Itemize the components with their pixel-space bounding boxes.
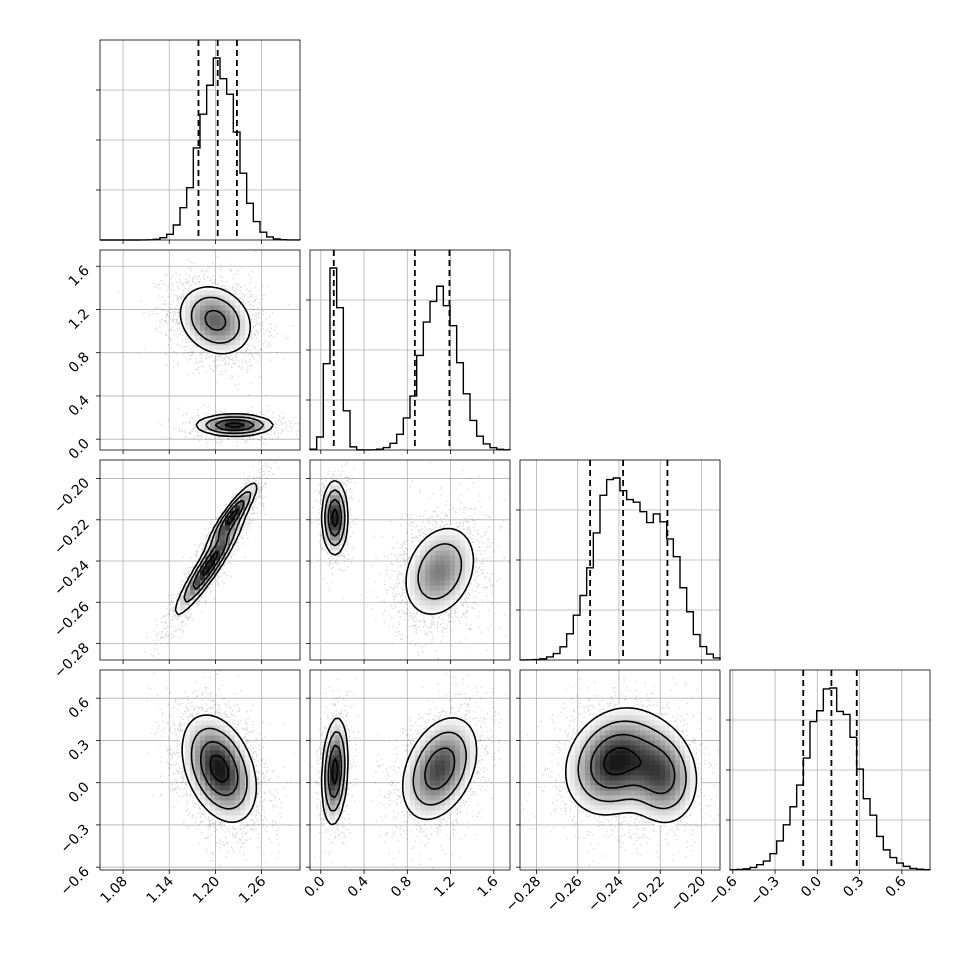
histogram-panel-1 <box>306 249 511 454</box>
y-tick-label: 0.3 <box>66 737 93 764</box>
x-tick-label: 0.3 <box>840 874 867 901</box>
y-tick-label: 0.6 <box>66 695 93 722</box>
contour-line <box>324 731 467 812</box>
x-tick-label: 1.26 <box>236 873 269 906</box>
contour-line <box>192 499 245 590</box>
contour-line <box>190 727 248 810</box>
density-cells <box>180 285 276 436</box>
x-tick-label: −0.20 <box>668 874 710 916</box>
y-tick-label: 0.8 <box>66 349 93 376</box>
scatter-panel-2-0 <box>96 459 301 664</box>
y-tick-label: 0.4 <box>66 392 93 419</box>
x-tick-label: −0.3 <box>748 874 783 909</box>
panel-frame <box>519 669 721 871</box>
panel-frame <box>309 459 511 661</box>
contour-line <box>183 491 252 603</box>
density-cells <box>320 715 481 826</box>
contour-line <box>590 733 676 795</box>
x-tick-label: 0.6 <box>883 873 910 900</box>
scatter-points <box>118 250 299 446</box>
contour-line <box>603 747 642 776</box>
y-tick-label: −0.20 <box>51 475 93 517</box>
density-cells <box>565 705 701 826</box>
x-tick-label: −0.28 <box>503 874 545 916</box>
scatter-panel-3-1 <box>306 669 511 874</box>
density-cells <box>180 715 256 826</box>
x-tick-label: 1.2 <box>431 874 458 901</box>
x-tick-label: 0.4 <box>345 873 372 900</box>
contour-line <box>201 508 239 577</box>
contour-line <box>320 717 478 826</box>
scatter-points <box>146 670 295 870</box>
y-tick-label: −0.22 <box>51 516 93 558</box>
contour-line <box>174 482 258 616</box>
histogram-steps <box>519 477 721 661</box>
contour-line <box>200 740 239 797</box>
panel-frame <box>99 669 301 871</box>
x-tick-label: 1.6 <box>475 873 502 900</box>
contour-line <box>209 754 230 783</box>
panel-frame <box>99 249 301 451</box>
y-tick-label: −0.26 <box>51 599 93 641</box>
x-tick-label: 0.0 <box>302 874 329 901</box>
contour-line <box>324 489 463 600</box>
y-tick-label: 0.0 <box>66 779 93 806</box>
y-tick-label: −0.3 <box>57 821 92 856</box>
y-tick-label: 1.2 <box>66 306 93 333</box>
y-tick-label: −0.6 <box>57 864 92 899</box>
scatter-panel-2-1 <box>306 459 511 664</box>
contour-line <box>331 508 339 528</box>
contour-line <box>224 422 245 428</box>
histogram-panel-0 <box>96 39 301 244</box>
contour-line <box>179 286 274 438</box>
contour-line <box>327 744 456 799</box>
contour-line <box>181 714 258 823</box>
x-tick-label: −0.22 <box>626 874 668 916</box>
x-tick-label: 0.8 <box>388 874 415 901</box>
panel-frame <box>99 459 301 661</box>
x-tick-label: 0.0 <box>798 874 825 901</box>
scatter-panel-3-2 <box>516 669 721 874</box>
x-tick-label: 1.20 <box>190 874 223 907</box>
x-tick-label: −0.6 <box>705 873 740 908</box>
contour-line <box>190 296 265 435</box>
contour-line <box>327 498 343 537</box>
x-tick-label: 1.14 <box>144 873 177 906</box>
x-tick-label: 1.08 <box>98 874 131 907</box>
scatter-panel-1-0 <box>96 249 301 454</box>
x-tick-label: −0.26 <box>544 873 586 915</box>
contour-line <box>204 309 255 432</box>
contour-line <box>320 479 475 615</box>
histogram-steps <box>100 57 301 241</box>
y-tick-label: 1.6 <box>66 263 93 290</box>
contour-line <box>577 720 687 810</box>
y-tick-label: −0.28 <box>51 640 93 682</box>
histogram-steps <box>729 687 931 871</box>
y-tick-label: −0.24 <box>51 557 93 599</box>
histogram-panel-3 <box>726 669 931 874</box>
scatter-panel-3-0 <box>96 669 301 874</box>
contour-line <box>565 707 698 824</box>
panel-frame <box>309 669 511 871</box>
x-tick-label: −0.24 <box>585 873 627 915</box>
histogram-panel-2 <box>516 459 721 664</box>
y-tick-label: 0.0 <box>66 436 93 463</box>
contour-line <box>331 757 339 785</box>
histogram-steps <box>309 267 511 451</box>
